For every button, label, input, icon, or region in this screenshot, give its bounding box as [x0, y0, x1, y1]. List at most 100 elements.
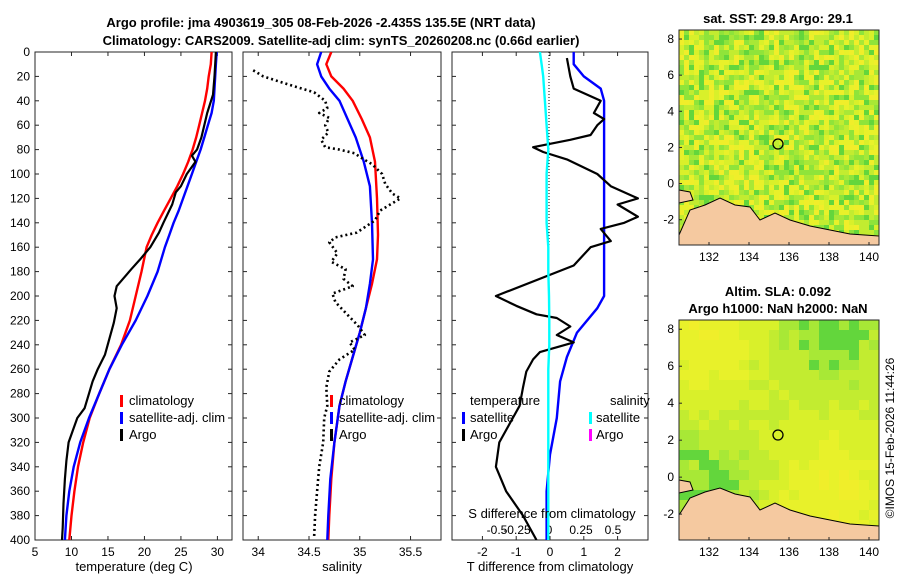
field-cell: [724, 45, 730, 51]
field-cell: [864, 40, 870, 46]
field-cell: [709, 50, 715, 56]
field-cell: [809, 90, 815, 96]
field-cell: [849, 190, 855, 196]
field-cell: [849, 410, 860, 421]
legend-swatch-t-argo: [462, 429, 465, 441]
field-cell: [789, 30, 795, 36]
field-cell: [769, 80, 775, 86]
field-cell: [859, 145, 865, 151]
field-cell: [739, 380, 750, 391]
y-tick-label: 160: [10, 240, 30, 254]
y-tick-label: 120: [10, 191, 30, 205]
map-y-tick-label: 6: [667, 359, 674, 373]
x-tick-label: 34.5: [297, 545, 321, 559]
field-cell: [789, 125, 795, 131]
field-cell: [794, 50, 800, 56]
field-cell: [789, 105, 795, 111]
field-cell: [749, 400, 760, 411]
field-cell: [839, 165, 845, 171]
field-cell: [839, 55, 845, 61]
legend-swatch-climatology: [330, 395, 333, 407]
field-cell: [794, 90, 800, 96]
field-cell: [809, 340, 820, 351]
field-cell: [719, 350, 730, 361]
field-cell: [829, 200, 835, 206]
field-cell: [859, 50, 865, 56]
field-cell: [839, 70, 845, 76]
field-cell: [724, 175, 730, 181]
field-cell: [704, 160, 710, 166]
field-cell: [829, 460, 840, 471]
field-cell: [774, 180, 780, 186]
field-cell: [859, 490, 870, 501]
field-cell: [869, 200, 875, 206]
field-cell: [824, 130, 830, 136]
field-cell: [694, 30, 700, 36]
field-cell: [809, 125, 815, 131]
field-cell: [694, 90, 700, 96]
field-cell: [709, 175, 715, 181]
field-cell: [854, 90, 860, 96]
series-line-satellite-adj-clim: [315, 52, 375, 540]
field-cell: [859, 400, 870, 411]
field-cell: [784, 85, 790, 91]
field-cell: [769, 200, 775, 206]
field-cell: [719, 85, 725, 91]
field-cell: [829, 480, 840, 491]
field-cell: [754, 85, 760, 91]
field-cell: [799, 65, 805, 71]
field-cell: [739, 135, 745, 141]
field-cell: [694, 150, 700, 156]
field-cell: [794, 170, 800, 176]
field-cell: [779, 470, 790, 481]
y-tick-label: 400: [10, 533, 30, 547]
field-cell: [869, 340, 879, 351]
temperature-axes: [34, 51, 233, 541]
field-cell: [779, 110, 785, 116]
field-cell: [769, 440, 780, 451]
field-cell: [829, 95, 835, 101]
field-cell: [859, 130, 865, 136]
field-cell: [684, 200, 690, 206]
field-cell: [794, 35, 800, 41]
field-cell: [734, 120, 740, 126]
field-cell: [864, 190, 870, 196]
field-cell: [839, 450, 850, 461]
field-cell: [789, 80, 795, 86]
field-cell: [759, 75, 765, 81]
map-x-tick-label: 136: [779, 250, 799, 264]
field-cell: [749, 45, 755, 51]
field-cell: [719, 170, 725, 176]
field-cell: [744, 90, 750, 96]
field-cell: [804, 100, 810, 106]
field-cell: [789, 165, 795, 171]
field-cell: [684, 65, 690, 71]
field-cell: [734, 110, 740, 116]
field-cell: [804, 35, 810, 41]
field-cell: [714, 175, 720, 181]
field-cell: [789, 100, 795, 106]
map-y-tick-label: 4: [667, 396, 674, 410]
field-cell: [819, 390, 830, 401]
field-cell: [834, 120, 840, 126]
field-cell: [754, 180, 760, 186]
field-cell: [754, 125, 760, 131]
field-cell: [819, 90, 825, 96]
field-cell: [844, 175, 850, 181]
field-cell: [869, 90, 875, 96]
field-cell: [739, 130, 745, 136]
field-cell: [714, 90, 720, 96]
field-cell: [869, 380, 879, 391]
field-cell: [769, 130, 775, 136]
field-cell: [739, 185, 745, 191]
field-cell: [849, 450, 860, 461]
y-tick-label: 40: [17, 94, 31, 108]
field-cell: [699, 410, 710, 421]
field-cell: [834, 90, 840, 96]
field-cell: [784, 175, 790, 181]
field-cell: [839, 320, 850, 331]
field-cell: [814, 190, 820, 196]
field-cell: [874, 60, 879, 66]
field-cell: [689, 150, 695, 156]
field-cell: [849, 420, 860, 431]
